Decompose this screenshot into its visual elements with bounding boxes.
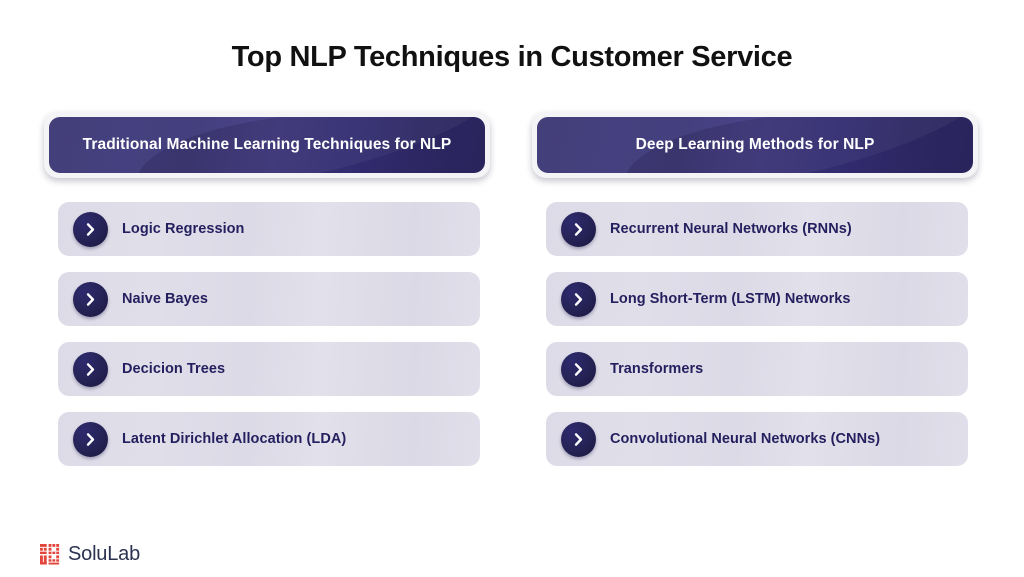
list-item-label: Decicion Trees bbox=[122, 361, 226, 377]
column-header-card: Deep Learning Methods for NLP bbox=[537, 117, 973, 173]
list-item[interactable]: Transformers bbox=[546, 342, 968, 396]
chevron-right-icon bbox=[561, 421, 596, 457]
list-item-label: Logic Regression bbox=[122, 221, 245, 237]
chevron-right-icon bbox=[561, 351, 596, 387]
list-item-label: Convolutional Neural Networks (CNNs) bbox=[610, 431, 881, 447]
column-header-card: Traditional Machine Learning Techniques … bbox=[49, 117, 485, 173]
column-traditional-ml: Traditional Machine Learning Techniques … bbox=[44, 112, 490, 466]
page-title: Top NLP Techniques in Customer Service bbox=[231, 41, 793, 73]
list-item[interactable]: Naive Bayes bbox=[58, 272, 480, 326]
list-item-label: Long Short-Term (LSTM) Networks bbox=[610, 291, 851, 307]
item-list-deep-learning: Recurrent Neural Networks (RNNs) Long Sh… bbox=[532, 202, 978, 466]
column-header-traditional-ml[interactable]: Traditional Machine Learning Techniques … bbox=[44, 112, 490, 178]
column-header-label: Deep Learning Methods for NLP bbox=[635, 136, 875, 153]
item-list-traditional-ml: Logic Regression Naive Bayes bbox=[44, 202, 490, 466]
chevron-right-icon bbox=[561, 211, 596, 247]
chevron-right-icon bbox=[561, 281, 596, 317]
chevron-right-icon bbox=[73, 351, 108, 387]
list-item-label: Naive Bayes bbox=[122, 291, 208, 307]
list-item-label: Latent Dirichlet Allocation (LDA) bbox=[122, 431, 347, 447]
chevron-right-icon bbox=[73, 421, 108, 457]
list-item-label: Transformers bbox=[610, 361, 704, 377]
chevron-right-icon bbox=[73, 211, 108, 247]
columns-container: Traditional Machine Learning Techniques … bbox=[0, 112, 1024, 466]
column-header-deep-learning[interactable]: Deep Learning Methods for NLP bbox=[532, 112, 978, 178]
chevron-right-icon bbox=[73, 281, 108, 317]
list-item[interactable]: Decicion Trees bbox=[58, 342, 480, 396]
list-item[interactable]: Long Short-Term (LSTM) Networks bbox=[546, 272, 968, 326]
column-deep-learning: Deep Learning Methods for NLP Recurrent … bbox=[532, 112, 978, 466]
list-item[interactable]: Latent Dirichlet Allocation (LDA) bbox=[58, 412, 480, 466]
list-item[interactable]: Logic Regression bbox=[58, 202, 480, 256]
logo-text: SoluLab bbox=[68, 543, 140, 565]
list-item[interactable]: Convolutional Neural Networks (CNNs) bbox=[546, 412, 968, 466]
list-item-label: Recurrent Neural Networks (RNNs) bbox=[610, 221, 852, 237]
list-item[interactable]: Recurrent Neural Networks (RNNs) bbox=[546, 202, 968, 256]
footer-logo[interactable]: SoluLab bbox=[40, 544, 140, 565]
solulab-logo-icon bbox=[40, 544, 60, 565]
column-header-label: Traditional Machine Learning Techniques … bbox=[82, 136, 452, 153]
